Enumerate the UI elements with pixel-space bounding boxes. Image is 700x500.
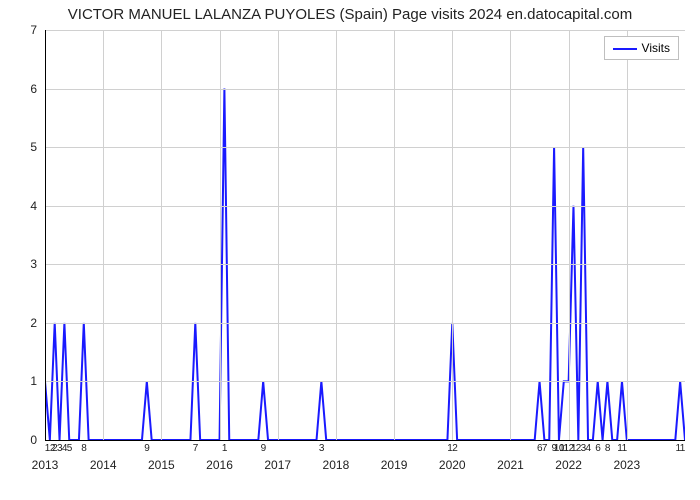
gridline [394,30,395,440]
xtick-minor-label: 12 [447,443,457,454]
xtick-label: 2023 [613,458,640,472]
xtick-minor-label: 3 [319,443,324,454]
axis-line [45,440,685,441]
legend-label: Visits [642,41,670,55]
xtick-label: 2016 [206,458,233,472]
gridline [45,323,685,324]
gridline [103,30,104,440]
xtick-label: 2017 [264,458,291,472]
gridline [627,30,628,440]
visits-chart: VICTOR MANUEL LALANZA PUYOLES (Spain) Pa… [0,0,700,500]
xtick-label: 2013 [32,458,59,472]
chart-title: VICTOR MANUEL LALANZA PUYOLES (Spain) Pa… [0,6,700,23]
axis-line [45,30,46,440]
xtick-minor-label: 7 [193,443,198,454]
plot-area [45,30,685,440]
gridline [45,381,685,382]
gridline [161,30,162,440]
xtick-minor-label: 11 [675,443,684,454]
line-series [45,30,685,440]
xtick-minor-label: 1 [222,443,227,454]
ytick-label: 5 [17,140,37,154]
ytick-label: 0 [17,433,37,447]
legend-swatch [613,48,637,50]
gridline [45,206,685,207]
gridline [569,30,570,440]
gridline [510,30,511,440]
xtick-minor-label: 4 [585,443,590,454]
xtick-minor-label: 8 [605,443,610,454]
gridline [45,89,685,90]
gridline [45,30,685,31]
xtick-label: 2014 [90,458,117,472]
ytick-label: 1 [17,374,37,388]
ytick-label: 2 [17,316,37,330]
ytick-label: 7 [17,23,37,37]
legend: Visits [604,36,679,60]
xtick-label: 2018 [323,458,350,472]
ytick-label: 3 [17,257,37,271]
xtick-minor-label: 8 [81,443,86,454]
gridline [220,30,221,440]
xtick-minor-label: 6 [595,443,600,454]
xtick-minor-label: 5 [67,443,72,454]
ytick-label: 6 [17,82,37,96]
gridline [45,147,685,148]
xtick-label: 2019 [381,458,408,472]
xtick-minor-label: 7 [542,443,547,454]
xtick-label: 2022 [555,458,582,472]
gridline [45,264,685,265]
ytick-label: 4 [17,199,37,213]
xtick-minor-label: 11 [617,443,626,454]
gridline [336,30,337,440]
xtick-minor-label: 9 [261,443,266,454]
xtick-label: 2020 [439,458,466,472]
xtick-label: 2021 [497,458,524,472]
xtick-minor-label: 9 [144,443,149,454]
gridline [278,30,279,440]
gridline [452,30,453,440]
xtick-label: 2015 [148,458,175,472]
